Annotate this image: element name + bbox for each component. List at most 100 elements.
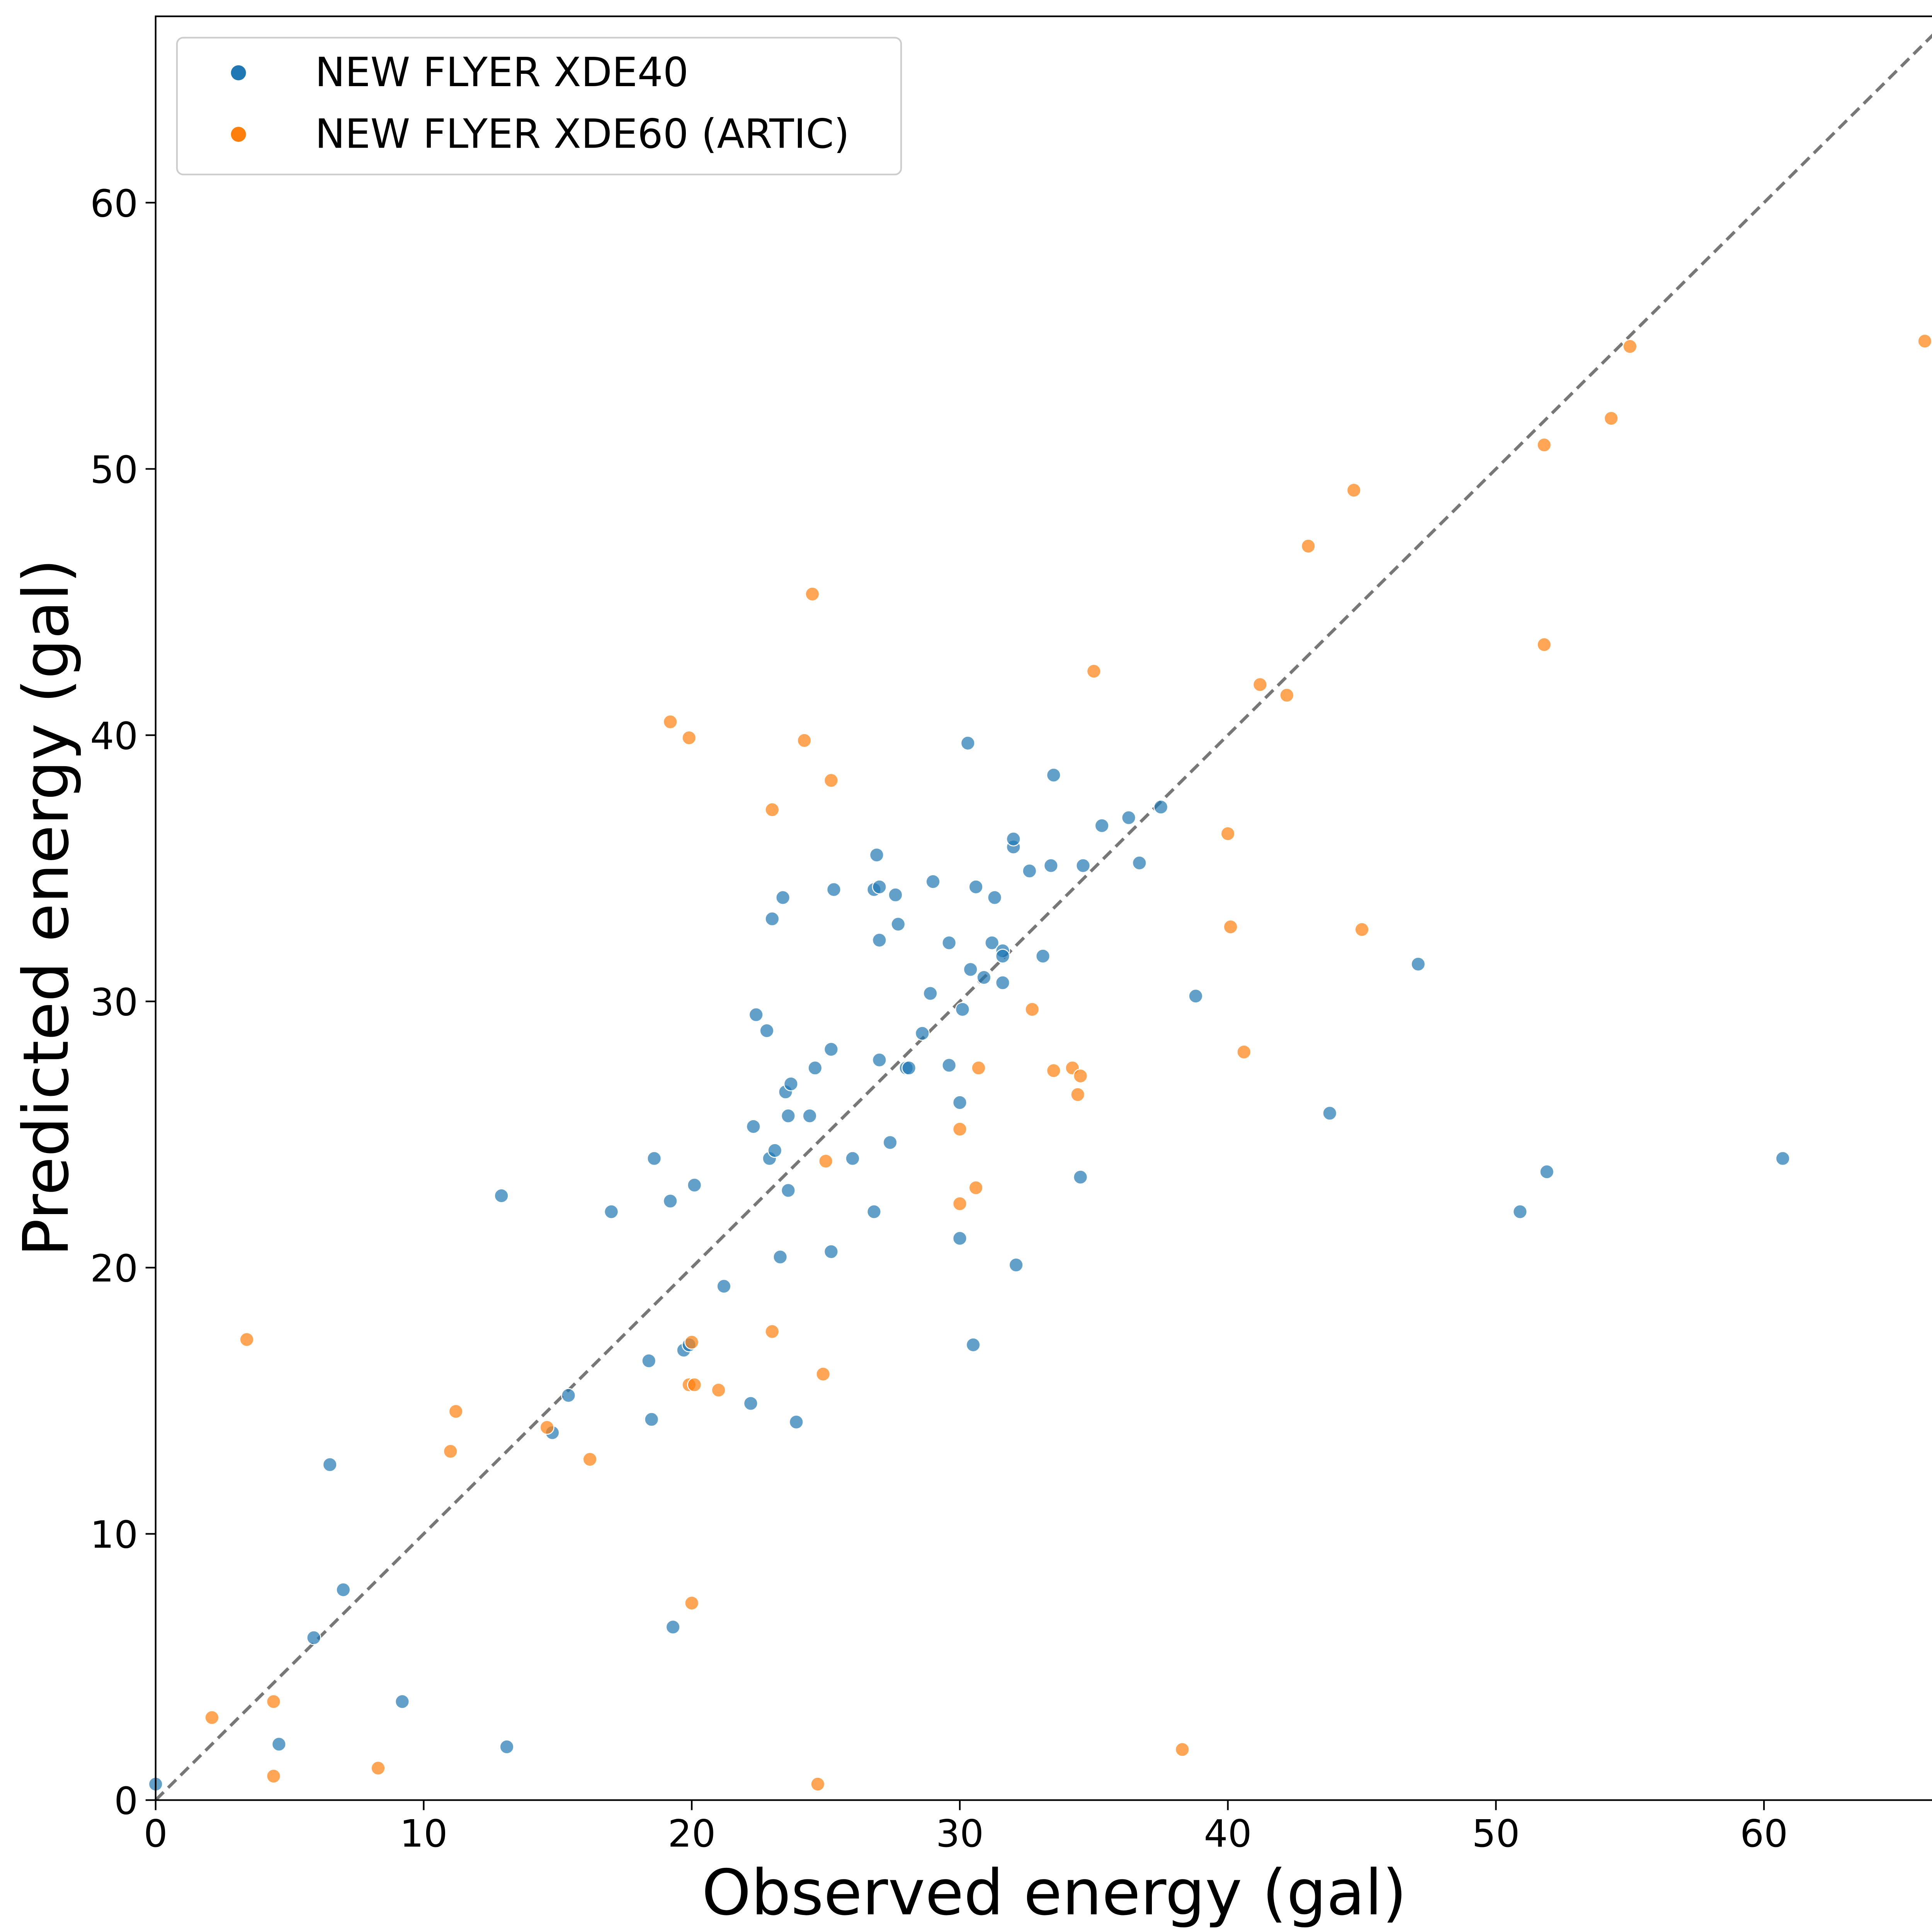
point [1775,1151,1790,1166]
point [1094,818,1109,833]
point [1252,677,1268,692]
point [826,882,842,897]
point [1223,919,1238,934]
point [971,1060,986,1076]
y-tick-label: 20 [90,1247,138,1290]
point [952,1231,968,1246]
point [682,730,697,745]
point [539,1420,554,1435]
point [1070,1087,1085,1102]
point [960,736,975,751]
point [952,1122,968,1137]
point [687,1177,702,1193]
legend-box [176,37,902,175]
point [1132,855,1147,871]
point [1022,863,1037,879]
x-tick-label: 10 [400,1812,448,1855]
point [663,714,678,730]
point [968,1180,983,1196]
point [1279,688,1294,703]
point [823,1042,839,1057]
point [336,1582,351,1597]
point [711,1383,726,1398]
point [663,1194,678,1209]
point [1121,810,1136,825]
point [765,802,780,817]
point [845,1151,860,1166]
point [772,1249,788,1265]
point [810,1777,825,1792]
point [866,1204,882,1219]
point [204,1710,219,1725]
point [818,1153,833,1169]
legend-label: NEW FLYER XDE60 (ARTIC) [315,111,849,157]
legend: NEW FLYER XDE40 NEW FLYER XDE60 (ARTIC) [176,37,902,175]
point [872,1053,887,1068]
point [1539,1164,1554,1179]
point [915,1026,930,1041]
point [1537,437,1552,452]
point [1006,832,1021,847]
point [266,1769,281,1784]
point [775,890,791,905]
point [985,935,1000,951]
point [883,1135,898,1150]
point [1025,1002,1040,1017]
point [1301,539,1316,554]
point [1537,637,1552,652]
point [942,935,957,951]
point [1073,1068,1088,1083]
y-tick-label: 40 [90,714,138,758]
point [641,1353,656,1368]
point [371,1760,386,1776]
point [888,887,903,903]
point [802,1108,817,1124]
point [815,1367,831,1382]
point [561,1388,576,1403]
point [987,890,1002,905]
point [901,1060,917,1076]
point [448,1404,463,1419]
x-tick-label: 40 [1204,1812,1252,1855]
x-tick-label: 60 [1740,1812,1788,1855]
legend-label: NEW FLYER XDE40 [315,49,689,96]
point [395,1694,410,1709]
legend-marker [231,65,246,80]
point [1512,1204,1528,1219]
point [1622,339,1638,354]
point [322,1457,337,1472]
point [1236,1044,1252,1060]
x-tick-label: 50 [1472,1812,1520,1855]
point [1046,767,1061,783]
point [748,1007,764,1022]
point [684,1595,699,1611]
point [891,917,906,932]
point [644,1412,659,1427]
point [687,1377,702,1392]
x-tick-label: 0 [144,1812,168,1855]
point [963,962,978,977]
point [684,1335,699,1350]
point [767,1143,782,1158]
y-tick-label: 10 [90,1513,138,1556]
point [1073,1170,1088,1185]
point [823,1244,839,1259]
y-tick-label: 30 [90,980,138,1024]
point [746,1119,761,1134]
point [499,1739,514,1755]
point [1075,858,1091,873]
x-tick-label: 20 [668,1812,716,1855]
point [1604,411,1619,426]
point [789,1415,804,1430]
point [1175,1742,1190,1757]
point [995,949,1010,964]
point [952,1196,968,1211]
point [646,1151,662,1166]
y-tick-label: 50 [90,448,138,492]
point [1188,988,1203,1003]
point [1046,1063,1061,1078]
point [743,1396,759,1411]
point [995,975,1010,990]
legend-marker [231,127,246,142]
